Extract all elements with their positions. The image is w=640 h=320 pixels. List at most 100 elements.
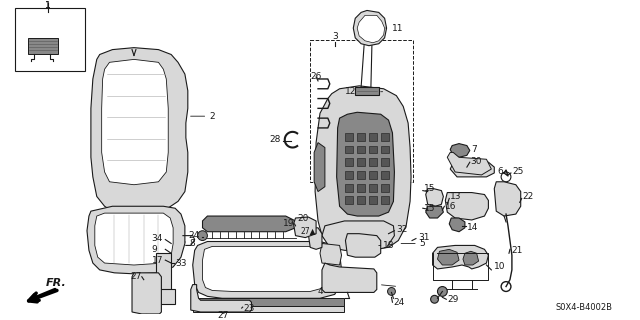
Text: 10: 10: [494, 262, 506, 271]
Polygon shape: [426, 188, 444, 206]
Circle shape: [198, 231, 207, 241]
Polygon shape: [369, 171, 377, 179]
Polygon shape: [369, 146, 377, 153]
Polygon shape: [445, 193, 488, 220]
Polygon shape: [450, 144, 470, 157]
Text: 29: 29: [447, 295, 459, 304]
Polygon shape: [369, 158, 377, 166]
Text: 23: 23: [244, 304, 255, 313]
Polygon shape: [450, 162, 494, 177]
Polygon shape: [346, 184, 353, 192]
Text: 2: 2: [209, 112, 215, 121]
Polygon shape: [357, 196, 365, 204]
Text: 18: 18: [383, 241, 394, 250]
Polygon shape: [315, 86, 411, 249]
Polygon shape: [28, 38, 58, 53]
Text: 11: 11: [392, 24, 403, 33]
Polygon shape: [322, 221, 394, 251]
Polygon shape: [337, 112, 394, 216]
Polygon shape: [193, 242, 342, 298]
Circle shape: [388, 288, 396, 295]
Text: 9: 9: [152, 245, 157, 254]
Polygon shape: [381, 196, 388, 204]
Polygon shape: [346, 196, 353, 204]
Polygon shape: [355, 87, 379, 95]
Polygon shape: [95, 213, 173, 265]
Circle shape: [438, 286, 447, 296]
Text: FR.: FR.: [46, 278, 67, 288]
Polygon shape: [357, 146, 365, 153]
Text: S0X4-B4002B: S0X4-B4002B: [556, 303, 613, 312]
Polygon shape: [381, 158, 388, 166]
Polygon shape: [314, 143, 325, 192]
Polygon shape: [202, 216, 296, 232]
Text: 28: 28: [269, 135, 280, 144]
Text: 14: 14: [467, 223, 478, 232]
Text: 16: 16: [445, 202, 457, 211]
Text: 24: 24: [189, 231, 200, 240]
Text: 5: 5: [419, 239, 424, 248]
Text: 17: 17: [152, 256, 163, 265]
Polygon shape: [320, 244, 342, 265]
Polygon shape: [132, 273, 161, 314]
Polygon shape: [353, 11, 387, 46]
Polygon shape: [294, 217, 316, 237]
Text: 7: 7: [471, 145, 477, 154]
Polygon shape: [148, 290, 175, 304]
Polygon shape: [346, 146, 353, 153]
Polygon shape: [322, 263, 377, 292]
Text: 32: 32: [396, 225, 408, 234]
Text: 33: 33: [175, 259, 187, 268]
Text: 13: 13: [450, 192, 461, 201]
Text: 4: 4: [317, 287, 323, 296]
Text: 25: 25: [512, 167, 524, 177]
Text: 20: 20: [298, 213, 309, 222]
Polygon shape: [357, 158, 365, 166]
Polygon shape: [433, 245, 488, 269]
Text: 6: 6: [497, 166, 503, 175]
Text: 21: 21: [511, 246, 522, 255]
Text: 22: 22: [523, 192, 534, 201]
Text: 26: 26: [310, 72, 321, 81]
Polygon shape: [381, 133, 388, 141]
Polygon shape: [346, 158, 353, 166]
Circle shape: [431, 295, 438, 303]
Text: 15: 15: [424, 204, 435, 213]
Bar: [310, 40, 413, 182]
Polygon shape: [369, 133, 377, 141]
Text: 30: 30: [471, 157, 483, 166]
Text: 8: 8: [190, 239, 196, 248]
Text: 1: 1: [45, 1, 51, 10]
Polygon shape: [369, 184, 377, 192]
Polygon shape: [202, 246, 330, 292]
Polygon shape: [357, 184, 365, 192]
Polygon shape: [193, 306, 344, 312]
Text: 1: 1: [45, 1, 51, 10]
Polygon shape: [494, 182, 521, 216]
Text: 31: 31: [418, 233, 429, 242]
Text: 15: 15: [424, 184, 435, 193]
Polygon shape: [91, 48, 188, 214]
Text: 27▲: 27▲: [300, 226, 316, 235]
Polygon shape: [381, 146, 388, 153]
Polygon shape: [102, 60, 168, 185]
Polygon shape: [15, 9, 85, 71]
Polygon shape: [381, 171, 388, 179]
Text: 24: 24: [394, 298, 404, 307]
Polygon shape: [193, 298, 344, 306]
Text: 12: 12: [344, 87, 356, 96]
Polygon shape: [447, 152, 492, 175]
Polygon shape: [191, 284, 252, 312]
Polygon shape: [381, 184, 388, 192]
Polygon shape: [357, 133, 365, 141]
Polygon shape: [357, 171, 365, 179]
Polygon shape: [87, 206, 185, 274]
Polygon shape: [308, 228, 322, 249]
Polygon shape: [346, 171, 353, 179]
Polygon shape: [346, 133, 353, 141]
Polygon shape: [426, 206, 444, 218]
Text: 3: 3: [332, 32, 337, 41]
Text: 27: 27: [217, 311, 228, 320]
Polygon shape: [346, 234, 381, 257]
Text: 19: 19: [283, 220, 294, 228]
